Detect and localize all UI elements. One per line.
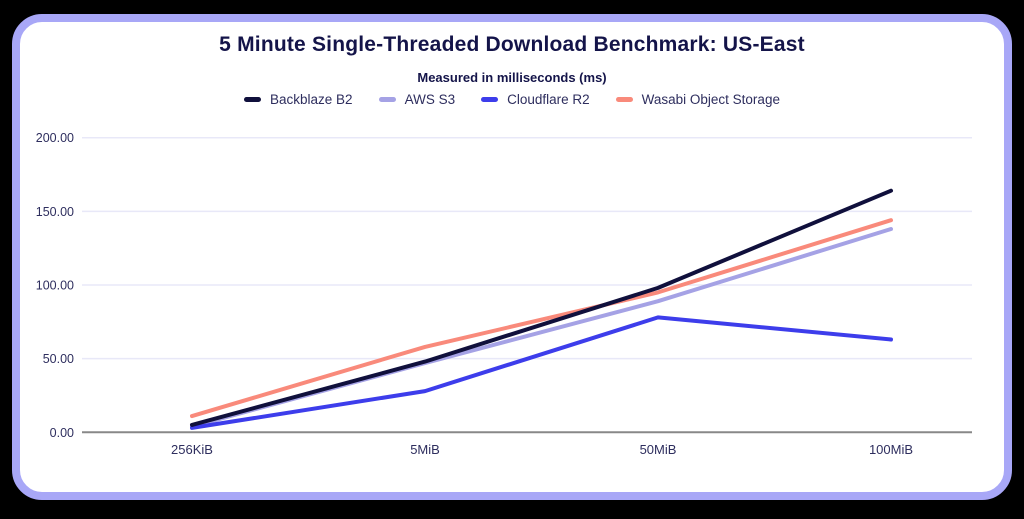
chart-svg: 0.00 50.00 100.00 150.00 200.00 256KiB 5MiB 50M… bbox=[36, 131, 972, 457]
series-line-backblaze-b2 bbox=[190, 188, 893, 427]
y-tick-label: 0.00 bbox=[50, 426, 74, 440]
legend-swatch bbox=[481, 97, 499, 102]
chart-subtitle: Measured in milliseconds (ms) bbox=[417, 70, 607, 85]
legend-entry: Cloudflare R2 bbox=[481, 92, 590, 107]
legend-label: Backblaze B2 bbox=[270, 92, 353, 107]
legend-swatch bbox=[615, 97, 633, 102]
y-tick-label: 50.00 bbox=[43, 352, 74, 366]
legend-entry: AWS S3 bbox=[378, 92, 456, 107]
x-category-label: 5MiB bbox=[410, 442, 440, 457]
legend-swatch bbox=[378, 97, 396, 102]
y-tick-label: 150.00 bbox=[36, 205, 74, 219]
legend-label: Wasabi Object Storage bbox=[641, 92, 780, 107]
x-category-label: 256KiB bbox=[171, 442, 213, 457]
x-category-label: 100MiB bbox=[869, 442, 913, 457]
x-category-label: 50MiB bbox=[640, 442, 677, 457]
y-tick-label: 200.00 bbox=[36, 131, 74, 145]
y-tick-label: 100.00 bbox=[36, 279, 74, 293]
chart-card bbox=[12, 14, 1012, 500]
series-line-wasabi-object-storage bbox=[190, 218, 893, 419]
legend-swatch bbox=[244, 97, 262, 102]
legend-label: Cloudflare R2 bbox=[507, 92, 590, 107]
legend-label: AWS S3 bbox=[404, 92, 456, 107]
series-line-cloudflare-r2 bbox=[190, 315, 893, 430]
legend-entry: Wasabi Object Storage bbox=[615, 92, 780, 107]
chart-legend: Backblaze B2 AWS S3 Cloudflare R2 Wasabi Ob… bbox=[0, 92, 1024, 107]
legend-entry: Backblaze B2 bbox=[244, 92, 353, 107]
chart-title: 5 Minute Single-Threaded Download Benchm… bbox=[219, 33, 805, 56]
